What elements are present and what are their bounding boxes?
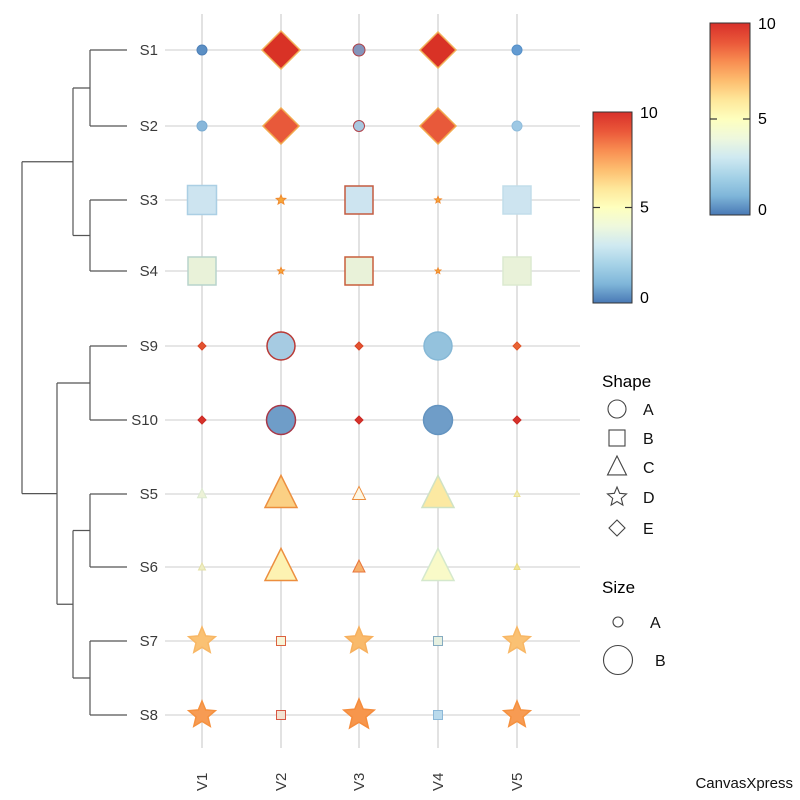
cell-S4-V1[interactable] <box>187 256 217 286</box>
shape-legend-label-A: A <box>643 402 654 419</box>
cell-S7-V2[interactable] <box>276 636 286 646</box>
shape-legend-square-icon <box>608 429 626 447</box>
size-legend-large-icon <box>602 644 634 676</box>
cell-S3-V3[interactable] <box>344 185 374 215</box>
row-label-S8: S8 <box>140 707 158 724</box>
cell-S4-V5[interactable] <box>502 256 532 286</box>
colorbar-1-tick-10: 10 <box>640 105 658 122</box>
cell-S5-V2[interactable] <box>263 473 299 509</box>
shape-legend-circle-icon <box>607 399 627 419</box>
cell-S10-V2[interactable] <box>265 404 297 436</box>
row-label-S6: S6 <box>140 559 158 576</box>
size-legend-label-A: A <box>650 615 661 632</box>
colorbar-1-tick-5: 5 <box>640 200 649 217</box>
cell-S1-V2[interactable] <box>260 29 302 71</box>
cell-S9-V2[interactable] <box>266 331 296 361</box>
cell-S3-V2[interactable] <box>275 193 287 206</box>
cell-S9-V5[interactable] <box>512 341 522 351</box>
cell-S5-V3[interactable] <box>351 485 367 500</box>
cell-S6-V4[interactable] <box>420 546 456 582</box>
cell-S5-V5[interactable] <box>513 489 521 498</box>
cell-S7-V4[interactable] <box>433 636 443 646</box>
colorbar-2-tick-10: 10 <box>758 16 776 33</box>
cell-S6-V3[interactable] <box>352 558 366 573</box>
cell-S7-V5[interactable] <box>501 625 533 654</box>
shape-legend-star-icon <box>606 485 628 507</box>
cell-S10-V1[interactable] <box>197 415 207 425</box>
cell-S5-V4[interactable] <box>420 473 456 509</box>
cell-S10-V5[interactable] <box>512 415 522 425</box>
row-label-S1: S1 <box>140 42 158 59</box>
cell-S3-V4[interactable] <box>433 195 443 204</box>
shape-legend-label-C: C <box>643 460 655 477</box>
cell-S7-V3[interactable] <box>343 625 375 654</box>
cell-S1-V5[interactable] <box>511 44 523 56</box>
col-label-V1: V1 <box>194 773 211 791</box>
cell-S6-V1[interactable] <box>197 561 207 571</box>
cell-S8-V3[interactable] <box>341 697 377 730</box>
cell-S4-V3[interactable] <box>344 256 374 286</box>
cell-S10-V3[interactable] <box>354 415 364 425</box>
size-legend-title: Size <box>602 578 635 597</box>
cell-S8-V4[interactable] <box>433 710 443 720</box>
row-label-S2: S2 <box>140 118 158 135</box>
cell-S9-V1[interactable] <box>197 341 207 351</box>
shape-legend-label-B: B <box>643 431 654 448</box>
cell-S4-V2[interactable] <box>276 266 286 275</box>
cell-S1-V3[interactable] <box>352 43 366 57</box>
cell-S4-V4[interactable] <box>433 266 443 275</box>
colorbar-2-tick-5: 5 <box>758 111 767 128</box>
row-label-S3: S3 <box>140 192 158 209</box>
shape-legend-label-D: D <box>643 490 655 507</box>
cell-S2-V4[interactable] <box>418 106 458 146</box>
row-label-S10: S10 <box>131 412 158 429</box>
cell-S7-V1[interactable] <box>186 625 218 654</box>
cell-S6-V5[interactable] <box>513 562 521 571</box>
dendrogram <box>21 49 127 716</box>
shape-legend-title: Shape <box>602 372 651 391</box>
cell-S10-V4[interactable] <box>422 404 454 436</box>
cell-S2-V2[interactable] <box>261 106 301 146</box>
cell-S2-V1[interactable] <box>196 120 208 132</box>
cell-S9-V3[interactable] <box>354 341 364 351</box>
cell-S1-V4[interactable] <box>418 30 458 70</box>
row-label-S5: S5 <box>140 486 158 503</box>
row-label-S9: S9 <box>140 338 158 355</box>
cell-S2-V5[interactable] <box>511 120 523 132</box>
cell-S8-V5[interactable] <box>501 699 533 728</box>
col-label-V3: V3 <box>351 773 368 791</box>
shape-legend-triangle-icon <box>606 454 628 476</box>
colorbar-2-tick-0: 0 <box>758 202 767 219</box>
cell-S6-V2[interactable] <box>263 546 299 582</box>
cell-S8-V2[interactable] <box>276 710 286 720</box>
shape-legend-label-E: E <box>643 521 654 538</box>
cell-S3-V5[interactable] <box>502 185 532 215</box>
cell-S3-V1[interactable] <box>186 184 218 216</box>
row-label-S7: S7 <box>140 633 158 650</box>
col-label-V4: V4 <box>430 773 447 791</box>
size-legend-small-icon <box>612 616 624 628</box>
colorbar-1-tick-0: 0 <box>640 290 649 307</box>
col-label-V5: V5 <box>509 773 526 791</box>
shape-legend-diamond-icon <box>608 519 626 537</box>
canvasxpress-brand: CanvasXpress <box>695 775 793 792</box>
row-label-S4: S4 <box>140 263 158 280</box>
cell-S8-V1[interactable] <box>186 699 218 728</box>
size-legend-label-B: B <box>655 653 666 670</box>
cell-S2-V3[interactable] <box>353 120 365 132</box>
cell-S5-V1[interactable] <box>196 487 208 499</box>
col-label-V2: V2 <box>273 773 290 791</box>
cell-S1-V1[interactable] <box>196 44 208 56</box>
cell-S9-V4[interactable] <box>423 331 453 361</box>
